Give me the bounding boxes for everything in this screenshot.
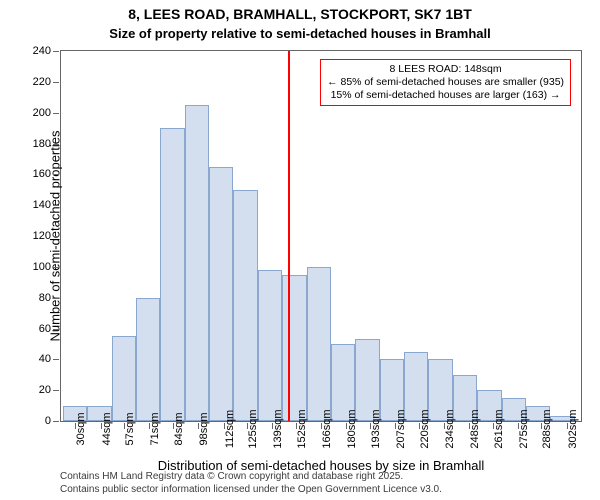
x-tick-label: 166sqm [321, 409, 333, 448]
y-tick [53, 298, 59, 299]
y-tick-label: 0 [45, 415, 51, 427]
y-tick [53, 51, 59, 52]
x-tick-label: 57sqm [124, 412, 136, 445]
x-tick-label: 30sqm [75, 412, 87, 445]
x-tick-label: 248sqm [469, 409, 481, 448]
y-tick-label: 180 [33, 138, 51, 150]
x-tick-label: 98sqm [198, 412, 210, 445]
y-tick [53, 421, 59, 422]
footer-line-1: Contains HM Land Registry data © Crown c… [60, 471, 442, 484]
y-tick-label: 20 [39, 384, 51, 396]
x-tick-label: 193sqm [370, 409, 382, 448]
histogram-bar [307, 267, 331, 421]
histogram-bar [209, 167, 233, 421]
y-tick [53, 82, 59, 83]
y-tick-label: 60 [39, 323, 51, 335]
annotation-header: 8 LEES ROAD: 148sqm [327, 63, 564, 76]
x-tick-label: 139sqm [272, 409, 284, 448]
histogram-bar [233, 190, 257, 421]
x-tick-label: 207sqm [395, 409, 407, 448]
y-tick-label: 100 [33, 261, 51, 273]
y-tick-label: 120 [33, 230, 51, 242]
y-tick [53, 205, 59, 206]
histogram-bar [282, 275, 306, 421]
x-tick-label: 125sqm [247, 409, 259, 448]
x-tick-label: 220sqm [419, 409, 431, 448]
y-tick [53, 329, 59, 330]
x-tick-label: 275sqm [518, 409, 530, 448]
histogram-bar [258, 270, 282, 421]
annotation-line-2: 15% of semi-detached houses are larger (… [327, 89, 564, 102]
y-tick-label: 40 [39, 353, 51, 365]
marker-line [288, 51, 290, 421]
histogram-bar [112, 336, 136, 421]
y-tick [53, 174, 59, 175]
x-tick-label: 152sqm [296, 409, 308, 448]
histogram-bar [185, 105, 209, 421]
y-tick-label: 140 [33, 199, 51, 211]
x-tick-label: 180sqm [346, 409, 358, 448]
y-tick-label: 80 [39, 292, 51, 304]
y-tick [53, 113, 59, 114]
attribution-footer: Contains HM Land Registry data © Crown c… [60, 471, 442, 496]
x-tick-label: 112sqm [224, 410, 236, 448]
y-tick-label: 220 [33, 76, 51, 88]
x-tick-label: 44sqm [101, 412, 113, 445]
y-tick [53, 267, 59, 268]
x-tick-label: 84sqm [173, 412, 185, 445]
plot-area: Number of semi-detached properties Distr… [60, 50, 582, 422]
footer-line-2: Contains public sector information licen… [60, 484, 442, 497]
y-tick [53, 236, 59, 237]
histogram-bar [136, 298, 160, 421]
y-tick [53, 390, 59, 391]
chart-subtitle: Size of property relative to semi-detach… [0, 26, 600, 41]
y-tick-label: 240 [33, 45, 51, 57]
x-tick-label: 261sqm [493, 409, 505, 448]
y-tick [53, 359, 59, 360]
x-tick-label: 234sqm [444, 409, 456, 448]
x-tick-label: 71sqm [149, 412, 161, 445]
annotation-line-1: ← 85% of semi-detached houses are smalle… [327, 76, 564, 89]
y-tick [53, 144, 59, 145]
annotation-box: 8 LEES ROAD: 148sqm← 85% of semi-detache… [320, 59, 571, 106]
histogram-bar [160, 128, 184, 421]
chart-title: 8, LEES ROAD, BRAMHALL, STOCKPORT, SK7 1… [0, 6, 600, 22]
x-tick-label: 288sqm [541, 409, 553, 448]
y-tick-label: 160 [33, 168, 51, 180]
x-tick-label: 302sqm [567, 409, 579, 448]
y-tick-label: 200 [33, 107, 51, 119]
chart-container: 8, LEES ROAD, BRAMHALL, STOCKPORT, SK7 1… [0, 0, 600, 500]
